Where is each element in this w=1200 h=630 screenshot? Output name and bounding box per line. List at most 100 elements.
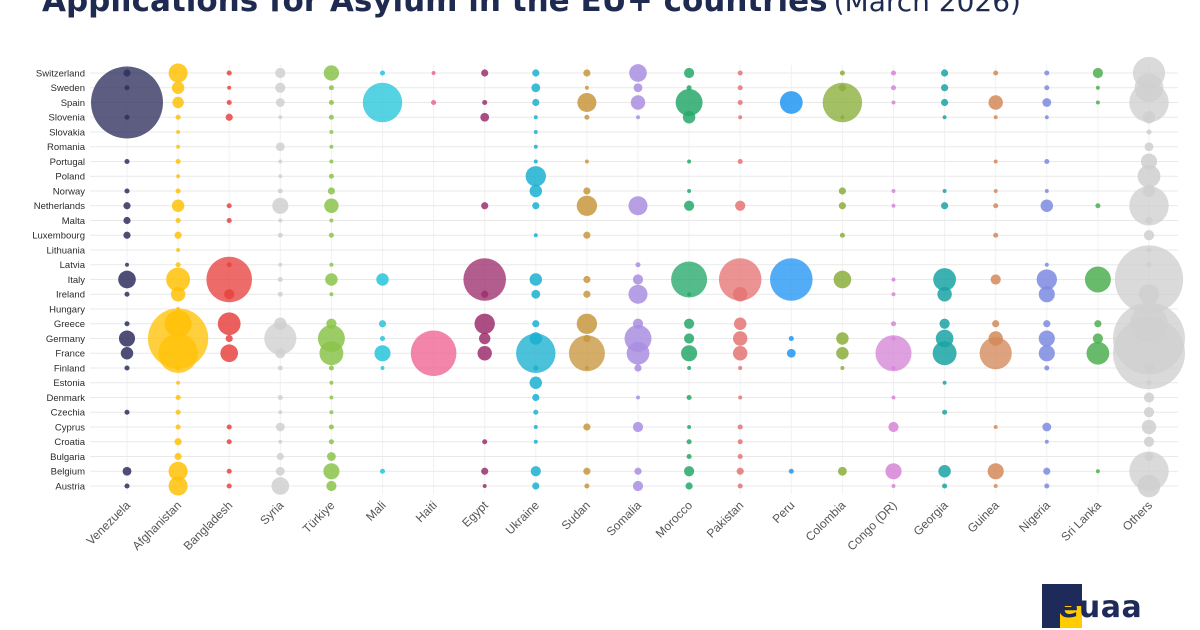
bubble-point[interactable]	[979, 337, 1012, 370]
bubble-point[interactable]	[525, 166, 546, 187]
bubble-point[interactable]	[532, 482, 540, 490]
bubble-point[interactable]	[840, 366, 845, 370]
bubble-point[interactable]	[329, 395, 334, 400]
bubble-point[interactable]	[632, 480, 644, 492]
bubble-point[interactable]	[325, 273, 338, 286]
bubble-point[interactable]	[933, 268, 956, 291]
bubble-point[interactable]	[738, 395, 743, 400]
bubble-point[interactable]	[686, 453, 692, 460]
bubble-point[interactable]	[1137, 474, 1161, 498]
bubble-point[interactable]	[176, 174, 181, 179]
bubble-point[interactable]	[124, 158, 130, 165]
bubble-point[interactable]	[374, 345, 391, 362]
bubble-point[interactable]	[379, 468, 386, 474]
bubble-point[interactable]	[1114, 245, 1184, 314]
bubble-point[interactable]	[482, 439, 488, 445]
bubble-point[interactable]	[480, 112, 490, 122]
bubble-point[interactable]	[532, 393, 540, 402]
bubble-point[interactable]	[533, 439, 538, 444]
bubble-point[interactable]	[379, 335, 386, 342]
bubble-point[interactable]	[937, 287, 952, 302]
bubble-point[interactable]	[891, 203, 896, 208]
bubble-point[interactable]	[175, 188, 181, 194]
bubble-point[interactable]	[118, 330, 136, 347]
bubble-point[interactable]	[323, 65, 340, 81]
bubble-point[interactable]	[275, 67, 286, 79]
bubble-point[interactable]	[836, 332, 849, 345]
bubble-point[interactable]	[479, 332, 491, 345]
bubble-point[interactable]	[681, 345, 698, 362]
bubble-point[interactable]	[277, 232, 283, 238]
bubble-point[interactable]	[1044, 189, 1049, 193]
bubble-point[interactable]	[941, 98, 949, 107]
bubble-point[interactable]	[737, 483, 743, 489]
bubble-point[interactable]	[636, 115, 640, 120]
bubble-point[interactable]	[175, 394, 181, 401]
bubble-point[interactable]	[891, 292, 896, 297]
bubble-point[interactable]	[124, 291, 130, 297]
bubble-point[interactable]	[583, 187, 591, 195]
bubble-point[interactable]	[327, 187, 335, 195]
bubble-point[interactable]	[328, 114, 334, 120]
bubble-point[interactable]	[584, 85, 589, 90]
bubble-point[interactable]	[583, 423, 591, 431]
bubble-point[interactable]	[891, 277, 896, 282]
bubble-point[interactable]	[628, 196, 648, 216]
bubble-point[interactable]	[1095, 85, 1100, 90]
bubble-point[interactable]	[481, 290, 489, 298]
bubble-point[interactable]	[1036, 269, 1057, 290]
bubble-point[interactable]	[684, 318, 695, 329]
bubble-point[interactable]	[736, 467, 744, 475]
bubble-point[interactable]	[224, 289, 235, 300]
bubble-point[interactable]	[378, 320, 387, 328]
bubble-point[interactable]	[226, 203, 232, 209]
bubble-point[interactable]	[583, 69, 591, 77]
bubble-point[interactable]	[328, 365, 334, 371]
bubble-point[interactable]	[890, 321, 897, 327]
bubble-point[interactable]	[124, 409, 130, 415]
bubble-point[interactable]	[175, 424, 181, 430]
bubble-point[interactable]	[836, 347, 849, 360]
bubble-point[interactable]	[1044, 262, 1049, 267]
bubble-point[interactable]	[891, 484, 896, 488]
bubble-point[interactable]	[1044, 85, 1050, 91]
bubble-point[interactable]	[168, 461, 188, 481]
bubble-point[interactable]	[1129, 82, 1169, 123]
bubble-point[interactable]	[687, 189, 692, 193]
bubble-point[interactable]	[1146, 129, 1152, 135]
bubble-point[interactable]	[379, 70, 386, 76]
bubble-point[interactable]	[1042, 98, 1052, 107]
bubble-point[interactable]	[941, 202, 949, 210]
bubble-point[interactable]	[890, 85, 897, 91]
bubble-point[interactable]	[939, 318, 950, 329]
bubble-point[interactable]	[584, 159, 589, 164]
bubble-point[interactable]	[226, 424, 232, 430]
bubble-point[interactable]	[584, 114, 590, 120]
bubble-point[interactable]	[166, 267, 191, 292]
bubble-point[interactable]	[568, 335, 605, 372]
bubble-point[interactable]	[124, 321, 130, 327]
bubble-point[interactable]	[516, 333, 556, 373]
bubble-point[interactable]	[380, 366, 385, 370]
bubble-point[interactable]	[278, 159, 283, 164]
bubble-point[interactable]	[481, 202, 489, 210]
bubble-point[interactable]	[891, 395, 896, 400]
bubble-point[interactable]	[684, 200, 695, 211]
bubble-point[interactable]	[272, 197, 289, 214]
bubble-point[interactable]	[276, 452, 284, 461]
bubble-point[interactable]	[278, 439, 283, 444]
bubble-point[interactable]	[529, 273, 543, 286]
bubble-point[interactable]	[891, 366, 896, 370]
bubble-point[interactable]	[942, 115, 947, 120]
bubble-point[interactable]	[837, 466, 847, 476]
bubble-point[interactable]	[171, 199, 185, 212]
bubble-point[interactable]	[124, 114, 130, 120]
bubble-point[interactable]	[328, 99, 334, 106]
bubble-point[interactable]	[531, 83, 541, 93]
bubble-point[interactable]	[735, 200, 746, 211]
bubble-point[interactable]	[1044, 70, 1050, 76]
bubble-point[interactable]	[277, 276, 283, 283]
bubble-point[interactable]	[990, 274, 1001, 285]
bubble-point[interactable]	[630, 95, 646, 110]
bubble-point[interactable]	[993, 484, 998, 488]
